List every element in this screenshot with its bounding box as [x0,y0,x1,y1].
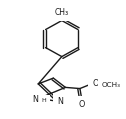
Text: O: O [78,100,85,109]
Text: N: N [57,97,63,106]
Text: N: N [32,94,38,104]
Text: OCH₃: OCH₃ [102,82,121,88]
Text: CH₃: CH₃ [55,8,69,17]
Text: H: H [42,98,47,103]
Text: O: O [92,79,98,88]
